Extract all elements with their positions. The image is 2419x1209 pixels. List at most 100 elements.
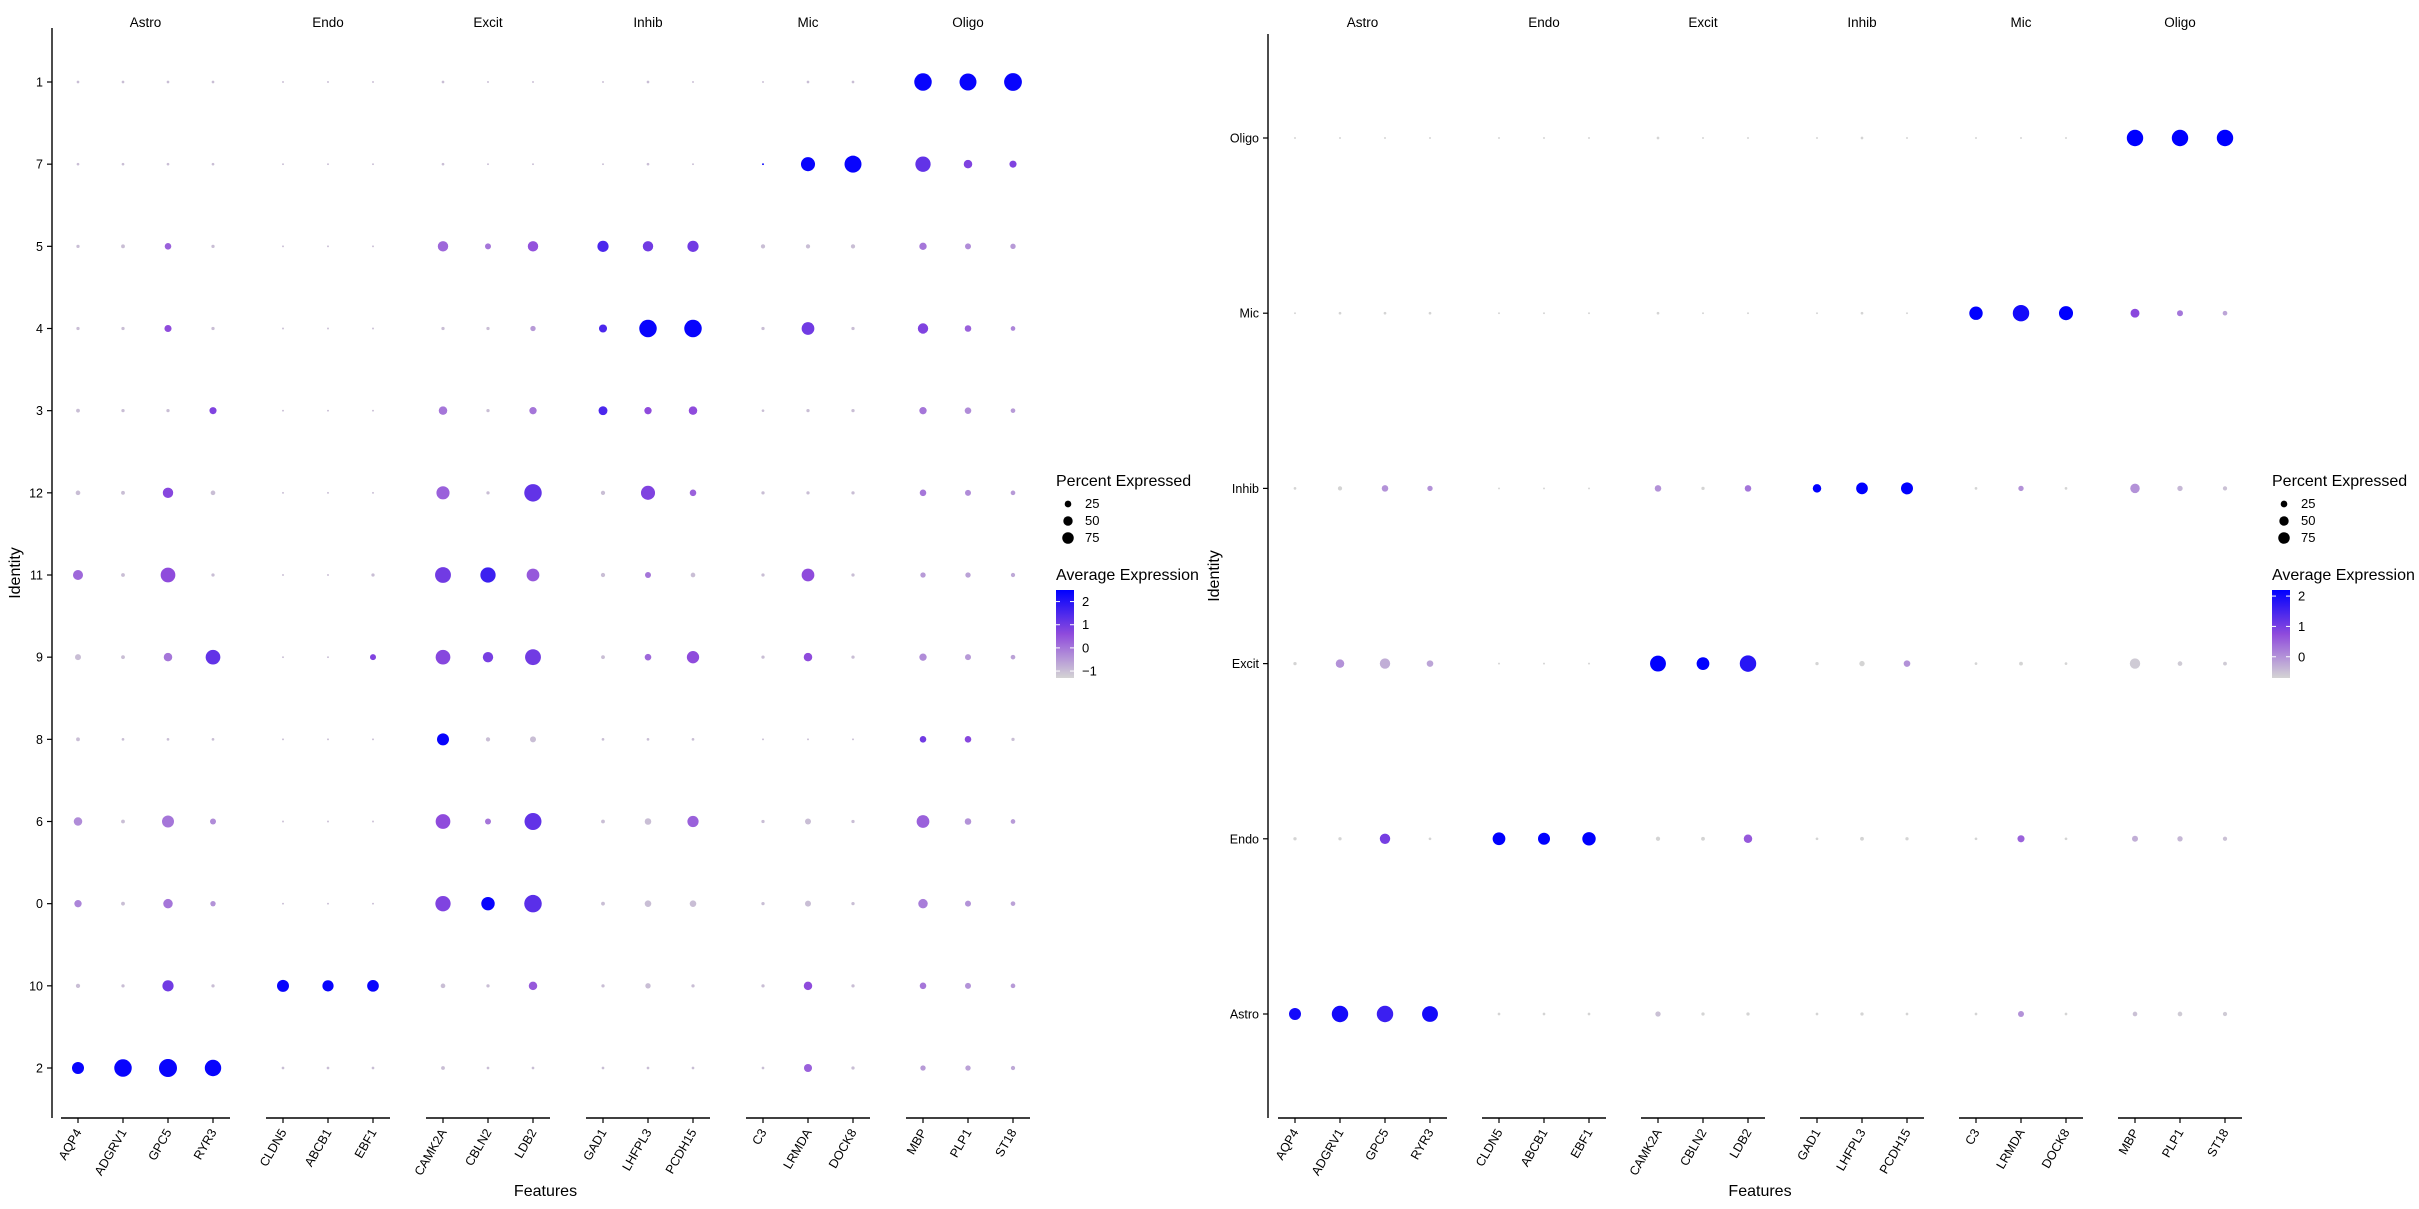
gene-label: PCDH15 <box>663 1126 700 1176</box>
dot-point <box>964 736 972 743</box>
dot-point <box>644 406 652 415</box>
dot-point <box>805 900 811 907</box>
dot-point <box>75 983 81 988</box>
dot-point <box>1010 654 1016 660</box>
dot-point <box>2064 487 2068 490</box>
dot-point <box>1010 326 1016 331</box>
dot-point <box>761 409 765 413</box>
dot-point <box>2132 1011 2138 1017</box>
dot-point <box>327 327 329 330</box>
dot-point <box>277 979 289 992</box>
dot-point <box>1588 312 1590 315</box>
dot-point <box>1903 660 1911 667</box>
dot-point <box>76 162 80 166</box>
gene-label: PLP1 <box>2159 1126 2186 1160</box>
dot-point <box>1747 312 1749 315</box>
dot-point <box>601 737 605 741</box>
dot-point <box>480 567 496 583</box>
dot-point <box>121 573 125 577</box>
dot-point <box>437 733 449 746</box>
dot-point <box>437 241 449 252</box>
dot-point <box>644 653 652 661</box>
dot-point <box>1492 832 1506 846</box>
dot-point <box>1338 311 1342 315</box>
dot-point <box>2018 1011 2024 1017</box>
dot-point <box>1011 737 1015 741</box>
dot-point <box>851 573 855 577</box>
dot-point <box>1974 662 1978 665</box>
dot-point <box>372 738 374 741</box>
y-tick-label: 6 <box>36 815 43 829</box>
dot-point <box>1974 837 1978 841</box>
dot-point <box>691 737 695 741</box>
y-tick-label: 3 <box>36 404 43 418</box>
color-legend-label: 2 <box>2298 589 2305 604</box>
dot-point <box>486 326 490 331</box>
y-tick-label: Inhib <box>1232 482 1259 496</box>
dot-point <box>164 324 172 333</box>
y-tick-label: Endo <box>1230 832 1259 846</box>
dot-point <box>1010 983 1016 989</box>
size-legend-title: Percent Expressed <box>2272 473 2407 490</box>
dot-point <box>1816 137 1818 139</box>
facet-label: Oligo <box>2164 15 2196 30</box>
gene-label: GAD1 <box>1794 1126 1823 1163</box>
dot-point <box>435 814 451 829</box>
y-tick-label: Oligo <box>1230 132 1259 146</box>
dot-point <box>1543 662 1545 665</box>
dot-point <box>160 567 176 583</box>
dot-point <box>920 572 926 578</box>
dot-point <box>1010 490 1016 496</box>
dot-point <box>367 979 379 992</box>
dot-point <box>2177 836 2183 842</box>
dot-point <box>646 737 650 741</box>
size-legend-dot <box>1063 516 1073 526</box>
y-axis-title: Identity <box>7 547 24 599</box>
facet-label: Endo <box>1528 15 1560 30</box>
dot-point <box>1906 137 1908 139</box>
dot-point <box>163 898 173 909</box>
gene-label: LRMDA <box>781 1126 815 1171</box>
y-tick-label: 0 <box>36 897 43 911</box>
dot-point <box>1379 658 1391 669</box>
y-tick-label: 4 <box>36 322 43 336</box>
dot-point <box>162 815 174 828</box>
dot-point <box>1381 485 1389 492</box>
dot-point <box>2064 837 2068 841</box>
dot-point <box>919 406 927 415</box>
gene-label: ST18 <box>2205 1126 2232 1159</box>
dot-point <box>166 737 170 741</box>
dot-point <box>1859 660 1865 667</box>
dot-point <box>844 155 862 173</box>
color-legend-label: 0 <box>2298 649 2305 664</box>
dot-point <box>326 1066 330 1070</box>
dot-point <box>438 406 448 415</box>
dot-point <box>1588 662 1590 665</box>
y-tick-label: 2 <box>36 1062 43 1076</box>
dot-point <box>1498 487 1500 490</box>
dot-point <box>282 327 284 330</box>
dot-point <box>2064 662 2068 665</box>
dot-point <box>1702 137 1704 139</box>
dot-point <box>2129 658 2141 669</box>
dot-point <box>371 1066 375 1070</box>
y-tick-label: 7 <box>36 158 43 172</box>
dot-point <box>531 1066 535 1070</box>
dot-point <box>441 162 445 166</box>
size-legend-label: 25 <box>2301 496 2315 511</box>
dot-point <box>1339 137 1341 139</box>
dot-point <box>644 900 652 907</box>
dot-point <box>684 319 702 338</box>
dot-point <box>602 163 604 166</box>
size-legend-label: 75 <box>2301 530 2315 545</box>
dot-point <box>72 569 84 581</box>
dot-point <box>210 818 216 825</box>
dot-point <box>371 573 375 577</box>
gene-label: GPC5 <box>1362 1126 1391 1163</box>
dot-point <box>964 325 972 332</box>
dot-point <box>805 244 811 249</box>
dot-point <box>1906 312 1908 315</box>
gene-label: PCDH15 <box>1877 1126 1914 1176</box>
dot-point <box>1860 836 1864 841</box>
dot-point <box>600 572 606 578</box>
